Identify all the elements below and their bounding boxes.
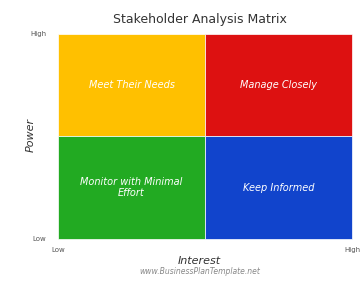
Text: Keep Informed: Keep Informed [243, 183, 314, 192]
Bar [205, 136, 352, 239]
Text: High: High [30, 31, 46, 37]
Text: Stakeholder Analysis Matrix: Stakeholder Analysis Matrix [113, 13, 286, 26]
Text: Low: Low [51, 247, 65, 253]
Text: Monitor with Minimal
Effort: Monitor with Minimal Effort [80, 177, 183, 198]
Bar [58, 136, 205, 239]
Bar [58, 34, 205, 136]
Bar [205, 34, 352, 136]
Text: Interest: Interest [178, 255, 221, 266]
Text: Meet Their Needs: Meet Their Needs [89, 80, 175, 90]
Text: Manage Closely: Manage Closely [240, 80, 317, 90]
Text: Low: Low [33, 236, 46, 242]
Text: Power: Power [26, 118, 36, 152]
Text: High: High [344, 247, 360, 253]
Text: www.BusinessPlanTemplate.net: www.BusinessPlanTemplate.net [139, 267, 260, 276]
